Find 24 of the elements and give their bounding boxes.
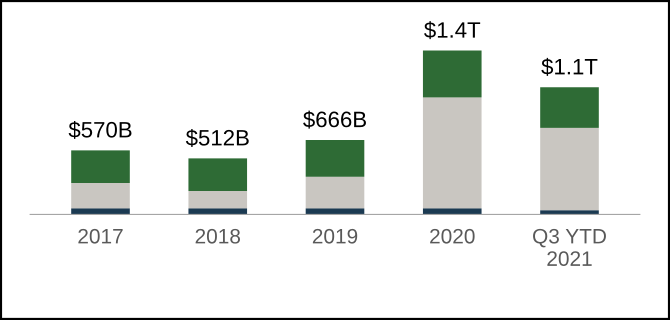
x-tick-label: 2020 xyxy=(430,228,475,244)
bar xyxy=(188,190,248,208)
annotation: $1.1T xyxy=(541,58,598,76)
x-tick-label: Q3 YTD 2021 xyxy=(533,228,606,266)
annotation: $512B xyxy=(186,128,249,147)
annotation: $1.4T xyxy=(424,21,480,40)
bar xyxy=(422,208,482,214)
bar xyxy=(71,150,130,183)
bar xyxy=(306,140,364,177)
bar xyxy=(540,87,599,128)
bar xyxy=(188,208,248,214)
bar xyxy=(306,176,364,208)
annotation: $570B xyxy=(68,120,132,139)
bar xyxy=(71,208,130,214)
annotation: $666B xyxy=(303,110,366,129)
bar xyxy=(188,158,248,191)
bar xyxy=(306,208,364,214)
x-tick-label: 2017 xyxy=(78,228,123,244)
x-tick-label: 2018 xyxy=(196,228,240,244)
bar xyxy=(422,97,482,208)
bar xyxy=(71,182,130,208)
x-tick-label: 2019 xyxy=(312,228,358,244)
bar xyxy=(540,128,599,210)
bar xyxy=(422,50,482,98)
